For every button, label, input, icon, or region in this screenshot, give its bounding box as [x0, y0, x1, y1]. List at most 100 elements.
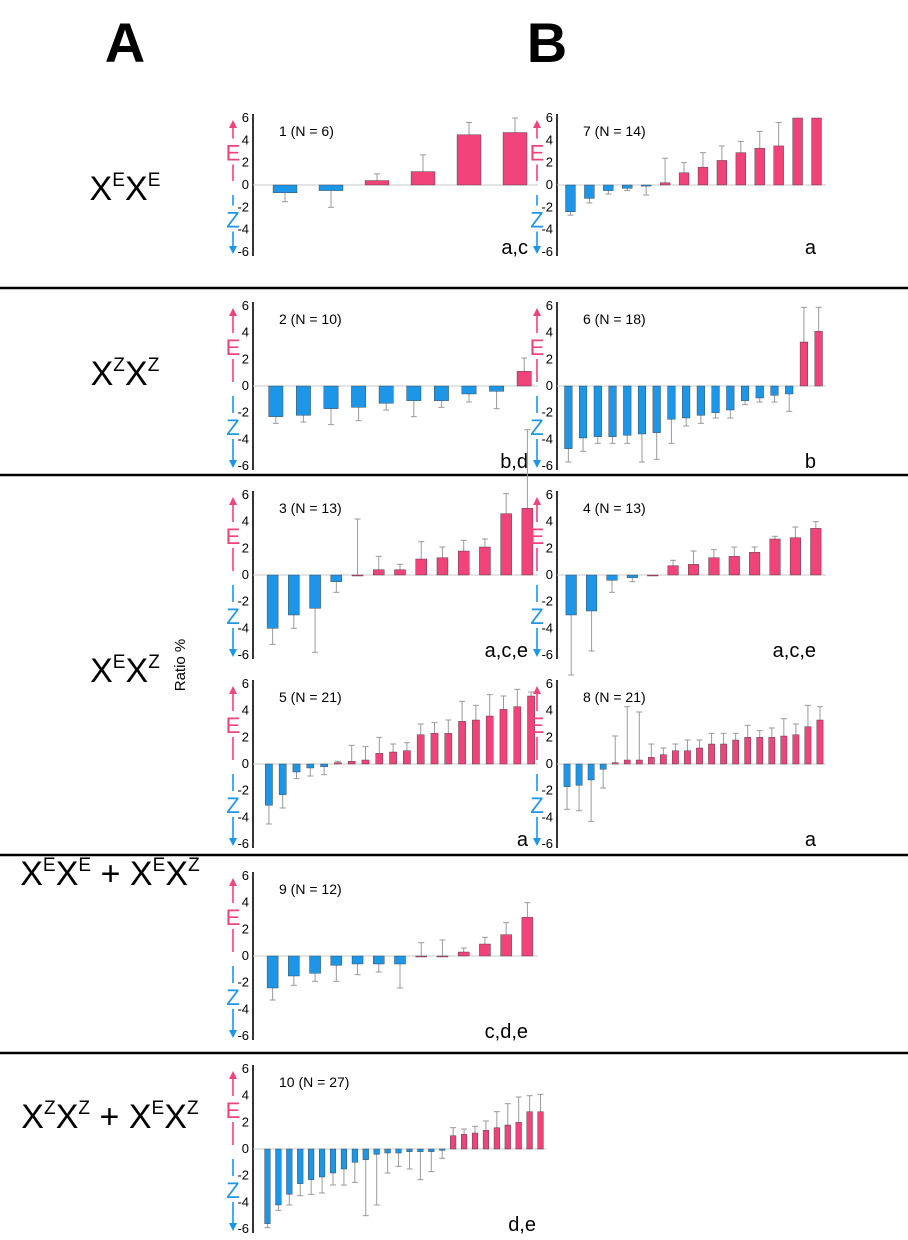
z-label: Z [226, 985, 239, 1010]
e-label: E [226, 905, 241, 930]
bar [309, 574, 321, 609]
y-tick-label: 6 [546, 298, 553, 313]
y-tick-label: 0 [242, 948, 249, 963]
bar [334, 762, 342, 765]
z-label: Z [530, 415, 543, 440]
y-tick-label: -2 [541, 405, 553, 420]
bar [814, 331, 823, 387]
bar [373, 955, 385, 965]
bar [471, 1132, 479, 1150]
genotype-base: X [125, 170, 148, 208]
significance-letters: a,c,e [773, 640, 816, 662]
y-tick-label: 6 [242, 298, 249, 313]
genotype-label: XE XE + XE XZ [20, 855, 200, 893]
y-tick-label: -2 [237, 975, 249, 990]
y-tick-label: -4 [541, 620, 553, 635]
bar [516, 371, 532, 387]
bar [375, 753, 384, 765]
bar [504, 1124, 511, 1150]
genotype-label: XZ XZ [91, 355, 160, 393]
bar [351, 385, 366, 408]
bar [351, 574, 364, 577]
z-label: Z [530, 793, 543, 818]
bar [608, 385, 617, 437]
genotype-allele: E [148, 170, 161, 191]
bar [811, 117, 822, 186]
bar [635, 759, 643, 765]
y-tick-label: -2 [541, 594, 553, 609]
bar [586, 574, 598, 612]
bar [735, 152, 746, 186]
bar [659, 182, 671, 186]
bar [513, 706, 522, 765]
bar [288, 574, 300, 616]
bar [482, 1130, 489, 1150]
genotype-label: XE XE [90, 170, 161, 208]
z-label: Z [530, 604, 543, 629]
e-arrow-head [229, 120, 237, 128]
z-arrow-head [229, 838, 237, 846]
bar [410, 171, 436, 186]
bar [637, 385, 647, 435]
genotype-allele: Z [78, 1098, 90, 1119]
genotype-plus: + [90, 1098, 129, 1136]
genotype-base: X [90, 170, 113, 208]
bar [434, 385, 449, 401]
bar [306, 763, 315, 769]
chart-panel-label: 7 (N = 14) [583, 123, 646, 139]
bar [502, 132, 528, 186]
y-tick-label: -4 [237, 431, 249, 446]
e-arrow-head [229, 497, 237, 505]
bar [450, 1135, 457, 1150]
bar [499, 709, 508, 765]
genotype-allele: E [112, 170, 125, 191]
bar [479, 546, 491, 576]
e-label: E [226, 335, 241, 360]
ez-indicator: EZ [530, 120, 544, 254]
bar [272, 184, 298, 194]
bar [297, 1148, 304, 1184]
bar [593, 385, 602, 437]
bar [606, 574, 618, 581]
bar [265, 763, 273, 806]
y-tick-label: -6 [237, 1221, 249, 1236]
z-arrow-head [229, 1030, 237, 1038]
bar [461, 1134, 468, 1150]
y-tick-label: 6 [242, 487, 249, 502]
genotype-label: XZ XZ + XE XZ [21, 1098, 199, 1136]
chart-panel-label: 1 (N = 6) [279, 123, 334, 139]
y-tick-label: 0 [242, 1141, 249, 1156]
y-tick-label: 4 [242, 325, 249, 340]
bar [720, 743, 727, 765]
bar [816, 719, 824, 765]
y-tick-label: 0 [546, 177, 553, 192]
bar [457, 550, 470, 576]
bar [457, 951, 470, 957]
z-label: Z [226, 415, 239, 440]
y-tick-label: 0 [242, 378, 249, 393]
bar [351, 955, 364, 965]
bar [648, 757, 655, 765]
y-tick-label: 2 [242, 155, 249, 170]
bar [296, 385, 311, 416]
bar [652, 385, 661, 433]
bar [789, 537, 801, 576]
bar [362, 1148, 369, 1160]
bar [288, 955, 300, 977]
bar [756, 737, 764, 765]
y-tick-label: 6 [242, 1061, 249, 1076]
z-arrow-head [229, 246, 237, 254]
genotype-plus: + [91, 855, 130, 893]
bar [320, 763, 328, 767]
y-tick-label: -6 [541, 836, 553, 851]
genotype-allele: Z [188, 855, 200, 876]
genotype-base: X [129, 1098, 152, 1136]
y-tick-label: 2 [242, 540, 249, 555]
bar [515, 1122, 522, 1150]
z-arrow-head [229, 460, 237, 468]
significance-letters: d,e [508, 1214, 536, 1236]
